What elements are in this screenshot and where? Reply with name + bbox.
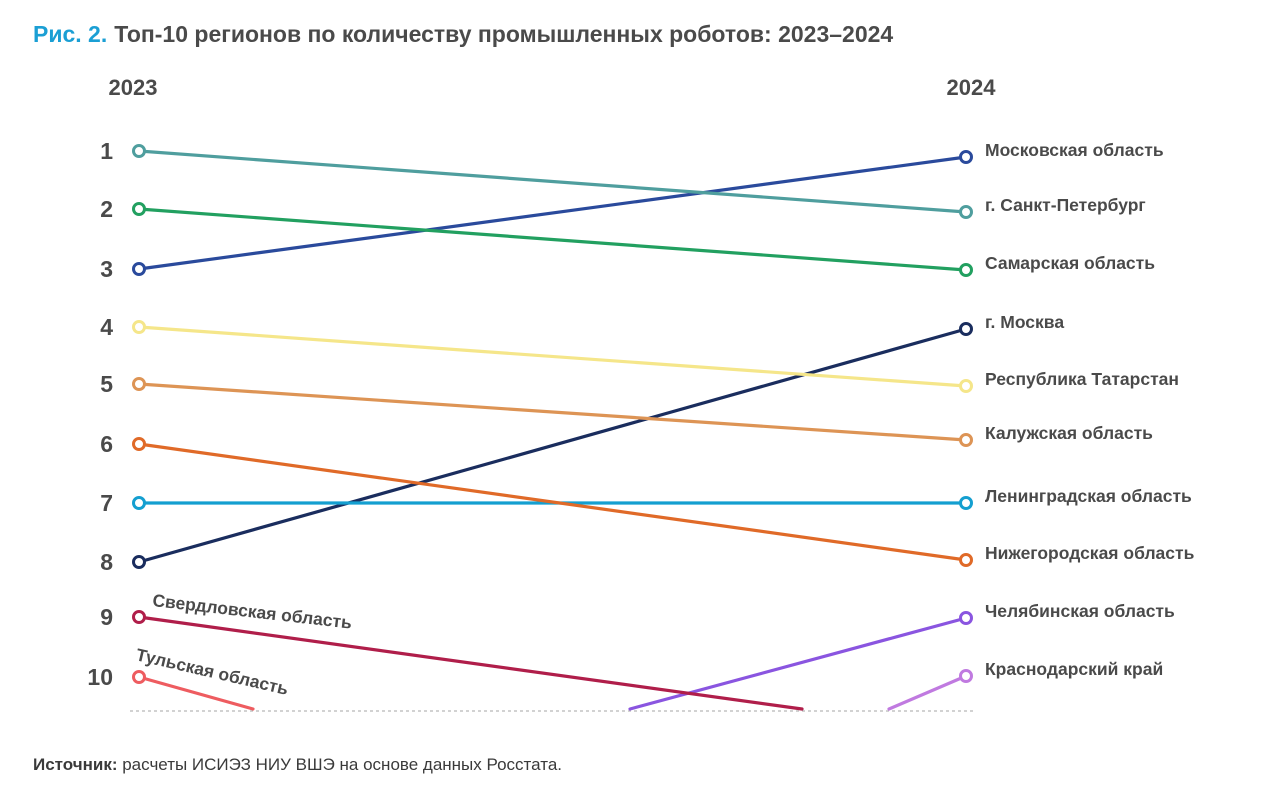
rank-label-1: 1	[100, 138, 113, 164]
region-label-самарская-область: Самарская область	[985, 253, 1155, 273]
marker-2023-самарская-область	[132, 202, 146, 216]
marker-2024-самарская-область	[959, 263, 973, 277]
marker-2023-московская-область	[132, 262, 146, 276]
marker-2024-г-санкт-петербург	[959, 205, 973, 219]
line-республика-татарстан	[137, 325, 968, 388]
marker-2023-калужская-область	[132, 377, 146, 391]
marker-2023-г-москва	[132, 555, 146, 569]
chart-title: Рис. 2. Топ-10 регионов по количеству про…	[33, 21, 893, 47]
region-label-краснодарский-край: Краснодарский край	[985, 659, 1163, 679]
marker-2024-республика-татарстан	[959, 379, 973, 393]
year-label-2024: 2024	[947, 75, 997, 100]
marker-2024-нижегородская-область	[959, 553, 973, 567]
region-label-свердловская-область: Свердловская область	[152, 590, 354, 633]
rank-label-4: 4	[100, 314, 113, 340]
rank-label-10: 10	[87, 664, 113, 690]
region-label-нижегородская-область: Нижегородская область	[985, 543, 1195, 563]
marker-2024-г-москва	[959, 322, 973, 336]
region-label-г-санкт-петербург: г. Санкт-Петербург	[985, 195, 1146, 215]
source-note: Источник: расчеты ИСИЭЗ НИУ ВШЭ на основ…	[33, 755, 562, 775]
source-text: расчеты ИСИЭЗ НИУ ВШЭ на основе данных Р…	[117, 755, 562, 774]
marker-2023-г-санкт-петербург	[132, 144, 146, 158]
region-label-ленинградская-область: Ленинградская область	[985, 486, 1192, 506]
marker-2023-республика-татарстан	[132, 320, 146, 334]
line-г-санкт-петербург	[137, 149, 968, 214]
rank-label-6: 6	[100, 431, 113, 457]
line-калужская-область	[137, 382, 968, 442]
marker-2023-свердловская-область	[132, 610, 146, 624]
marker-2024-краснодарский-край	[959, 669, 973, 683]
line-нижегородская-область	[137, 442, 968, 562]
series-markers	[132, 144, 973, 684]
rank-label-9: 9	[100, 604, 113, 630]
line-краснодарский-край	[887, 674, 968, 711]
rank-label-8: 8	[100, 549, 113, 575]
region-label-челябинская-область: Челябинская область	[985, 601, 1175, 621]
region-label-калужская-область: Калужская область	[985, 423, 1153, 443]
region-label-г-москва: г. Москва	[985, 312, 1064, 332]
line-московская-область	[137, 155, 968, 271]
rank-label-7: 7	[100, 490, 113, 516]
line-свердловская-область	[137, 615, 804, 711]
rank-label-3: 3	[100, 256, 113, 282]
source-label: Источник:	[33, 755, 118, 774]
series-lines	[137, 149, 968, 711]
marker-2023-нижегородская-область	[132, 437, 146, 451]
marker-2024-ленинградская-область	[959, 496, 973, 510]
line-челябинская-область	[628, 616, 968, 711]
marker-2023-ленинградская-область	[132, 496, 146, 510]
marker-2024-челябинская-область	[959, 611, 973, 625]
line-г-москва	[137, 327, 968, 564]
region-label-республика-татарстан: Республика Татарстан	[985, 369, 1179, 389]
line-самарская-область	[137, 207, 968, 272]
marker-2024-калужская-область	[959, 433, 973, 447]
year-label-2023: 2023	[109, 75, 158, 100]
region-label-московская-область: Московская область	[985, 140, 1164, 160]
title-text: Топ-10 регионов по количеству промышленн…	[114, 21, 893, 47]
rank-label-2: 2	[100, 196, 113, 222]
marker-2024-московская-область	[959, 150, 973, 164]
line-тульская-область	[137, 675, 255, 711]
rank-labels: 1 2 3 4 5 6 7 8 9 10	[87, 138, 113, 690]
region-label-тульская-область: Тульская область	[134, 644, 290, 699]
title-prefix: Рис. 2.	[33, 21, 107, 47]
rank-label-5: 5	[100, 371, 113, 397]
marker-2023-тульская-область	[132, 670, 146, 684]
